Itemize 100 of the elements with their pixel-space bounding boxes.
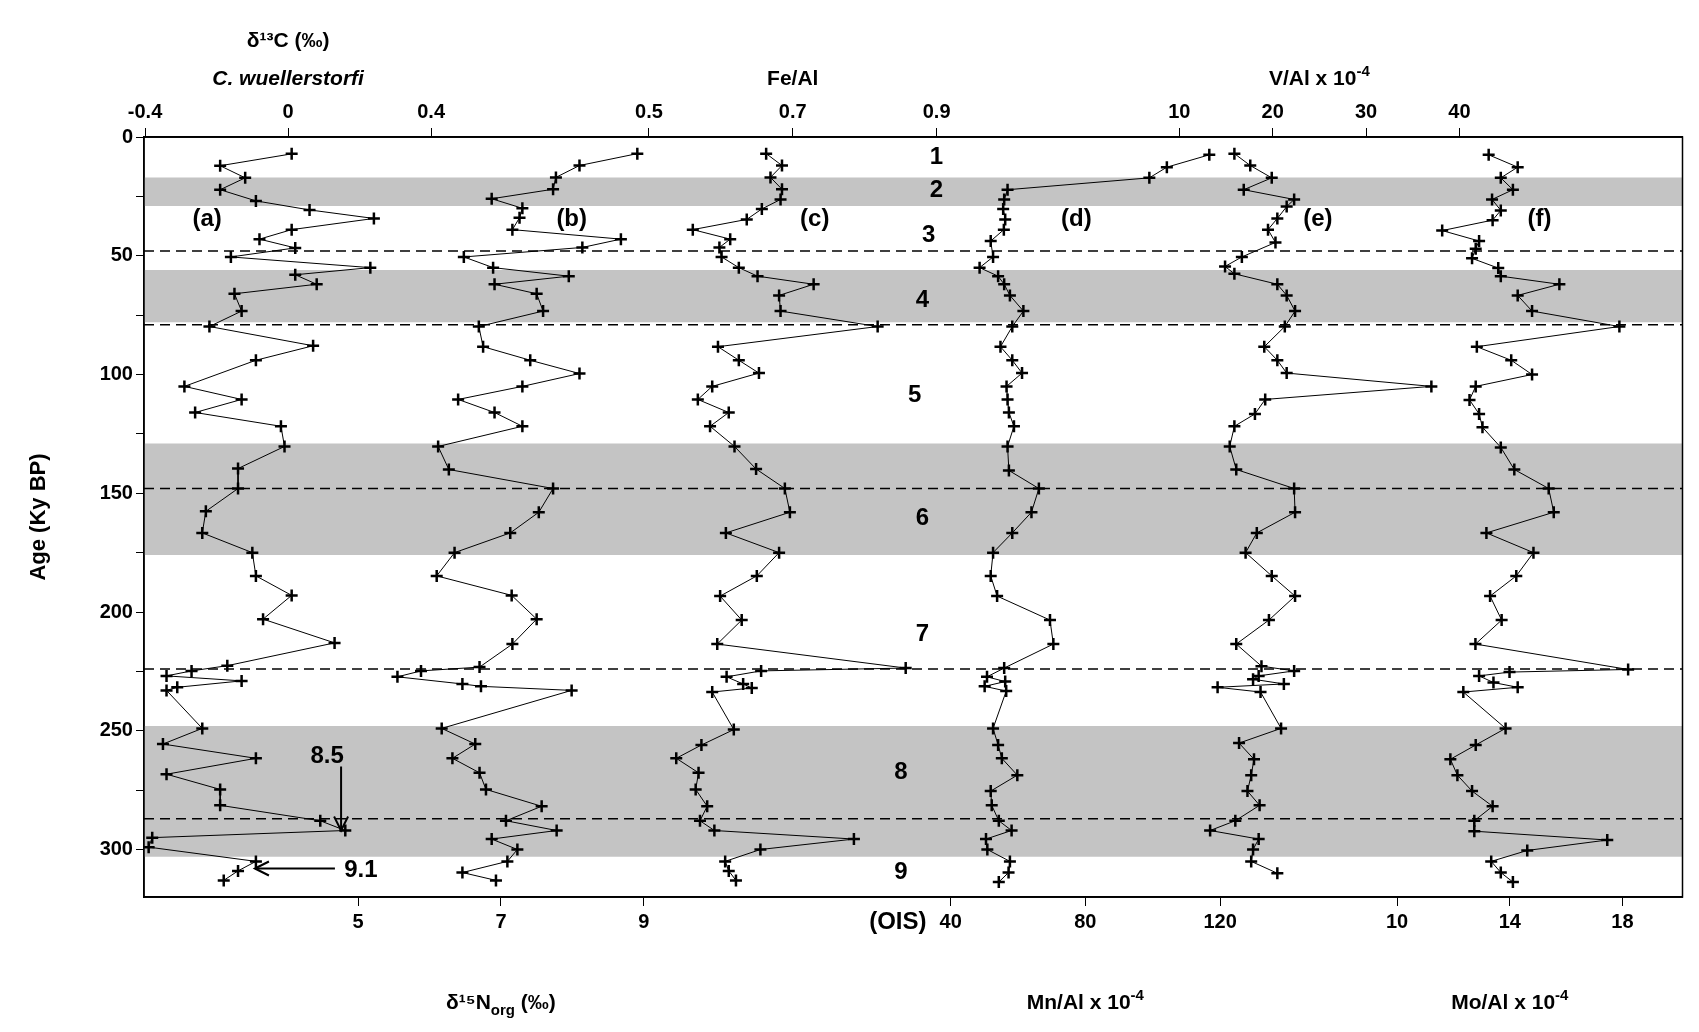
point [749,568,765,584]
point [456,249,472,265]
point [1042,612,1058,628]
point [487,405,502,420]
point [704,379,720,394]
x-axis-title: δ¹³C (‰) C. wuellerstorfi [212,28,366,89]
point [535,303,551,319]
point [699,799,715,814]
point [212,798,228,813]
point [230,863,246,879]
point [898,660,913,676]
point [252,231,267,247]
point [1464,251,1480,266]
point [1002,288,1018,303]
point [1002,854,1018,869]
point [572,158,587,173]
point [1286,663,1302,679]
point [1464,783,1480,799]
point [1277,319,1293,334]
point [1005,525,1020,541]
point [484,191,499,206]
point [1251,831,1266,847]
point [1507,462,1522,477]
point [500,854,515,869]
point [529,286,544,301]
point [475,339,491,354]
point [1552,277,1567,292]
point [1493,203,1509,218]
point [1482,588,1498,604]
point [774,182,790,197]
point [170,680,185,695]
point [313,813,328,829]
annotation: (b) [556,203,588,231]
point [692,813,708,829]
point [1520,843,1535,858]
point [763,170,778,185]
point [991,813,1007,829]
point [1494,612,1509,628]
point [1228,813,1243,829]
point [985,721,1001,736]
point [998,683,1014,699]
point [1243,767,1259,783]
point [999,379,1014,394]
point [774,158,790,173]
annotation: 1 [929,142,944,169]
y-tick-label: 250 [99,718,133,741]
point [1485,212,1500,228]
point [284,222,299,237]
point [390,669,405,685]
point [1270,866,1285,881]
annotation: (e) [1303,203,1333,231]
point [707,823,722,838]
point [748,461,764,477]
point [1462,392,1477,408]
x-tick-label: 10 [1385,909,1409,932]
point [993,339,1008,354]
point [721,405,737,420]
point [485,260,501,275]
point [753,663,769,679]
x-tick-label: 0.7 [778,99,807,122]
point [1031,481,1047,496]
point [1249,525,1265,541]
point [1286,481,1302,496]
point [534,799,549,814]
point [159,766,174,782]
point [1264,170,1279,186]
point [1010,767,1025,783]
point [1236,182,1251,197]
point [722,231,738,247]
point [1046,636,1061,652]
point [1498,721,1513,736]
point [522,353,538,368]
point [195,721,210,736]
point [498,813,514,829]
y-axis-title: Age (Ky BP) [25,453,51,581]
point [1468,636,1483,652]
point [1287,505,1303,520]
point [1286,192,1302,207]
point [505,222,520,237]
point [230,481,246,496]
y-tick-label: 150 [99,480,133,503]
point [1493,865,1509,880]
x-tick-label: 40 [939,909,962,932]
point [1016,303,1031,319]
point [1257,339,1272,354]
point [445,751,460,766]
x-tick-label: 40 [1448,99,1471,122]
point [1469,339,1485,354]
point [773,192,788,207]
point [366,211,382,226]
point [985,249,1001,265]
point [309,277,324,292]
point [1006,419,1022,434]
point [985,545,1001,560]
point [719,669,734,685]
point [234,303,249,319]
point [751,365,767,381]
annotation: 9 [894,857,908,885]
point [1481,147,1496,163]
annotation: (d) [1061,203,1092,231]
